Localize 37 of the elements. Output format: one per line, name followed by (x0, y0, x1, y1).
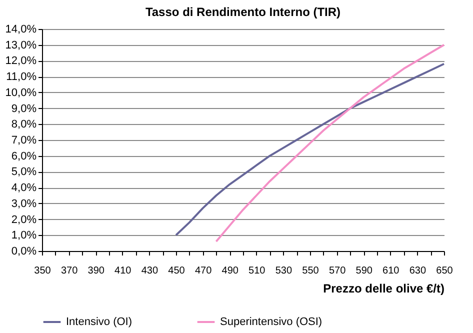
y-tick-label: 3,0% (11, 198, 37, 210)
y-tick-label: 0,0% (11, 246, 37, 258)
x-tick-label: 570 (328, 266, 346, 276)
legend-label: Intensivo (OI) (66, 316, 132, 328)
y-tick-label: 8,0% (11, 118, 37, 131)
legend-label: Superintensivo (OSI) (220, 316, 322, 328)
x-tick-label: 450 (168, 266, 186, 276)
x-tick-label: 610 (382, 266, 400, 276)
x-tick-label: 550 (302, 266, 320, 276)
chart-title: Tasso di Rendimento Interno (TIR) (145, 5, 341, 19)
y-tick-label: 1,0% (11, 230, 37, 242)
x-tick-label: 650 (436, 266, 454, 276)
y-tick-label: 6,0% (11, 150, 37, 162)
y-tick-label: 5,0% (11, 166, 37, 178)
x-tick-label: 370 (60, 266, 78, 276)
x-tick-label: 490 (222, 266, 239, 276)
x-tick-label: 430 (141, 266, 158, 276)
y-tick-label: 7,0% (11, 134, 37, 146)
y-tick-label: 14,0% (5, 24, 37, 36)
x-tick-label: 410 (114, 266, 132, 276)
x-axis-title: Prezzo delle olive €/t) (323, 282, 444, 296)
y-tick-label: 2,0% (11, 214, 37, 226)
line-series (215, 44, 445, 242)
x-tick-label: 390 (88, 266, 105, 276)
line-series (175, 62, 445, 236)
x-tick-label: 470 (194, 266, 212, 276)
x-tick-label: 530 (275, 266, 292, 276)
x-tick-label: 630 (409, 266, 426, 276)
y-tick-label: 10,0% (5, 86, 37, 99)
y-tick-label: 11,0% (6, 71, 37, 84)
x-tick-label: 510 (248, 266, 266, 276)
y-tick-label: 9,0% (11, 102, 37, 115)
y-tick-label: 12,0% (5, 55, 37, 68)
x-tick-label: 350 (34, 266, 52, 276)
y-tick-label: 13,0% (5, 39, 37, 52)
y-tick-label: 4,0% (11, 182, 37, 194)
x-tick-label: 590 (356, 266, 373, 276)
